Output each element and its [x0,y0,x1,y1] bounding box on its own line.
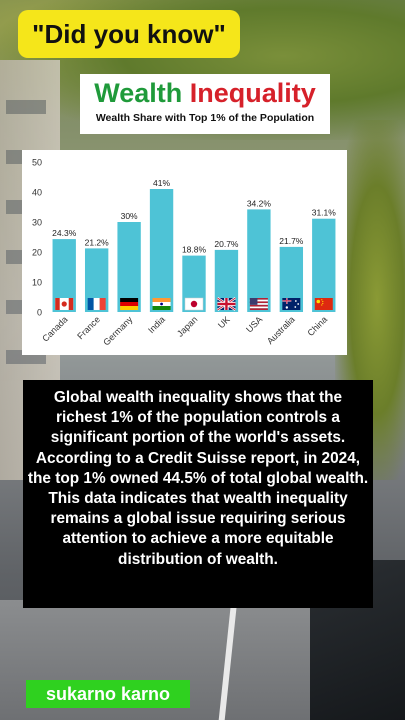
uk-flag-icon [216,297,237,311]
author-badge: sukarno karno [26,680,190,708]
bar [312,218,336,312]
australia-flag-icon [282,298,301,310]
bar [149,189,174,312]
bar [247,209,271,312]
y-tick-label: 0 [37,308,42,318]
description-paragraph: Global wealth inequality shows that the … [27,389,369,568]
title-word-wealth: Wealth [94,78,183,108]
category-tick-label: Germany [101,314,135,348]
category-tick-label: Australia [265,314,297,346]
chart-subtitle: Wealth Share with Top 1% of the Populati… [95,112,315,124]
category-tick-label: France [75,314,102,341]
author-name: sukarno karno [45,683,171,704]
data-label: 24.3% [52,228,77,238]
data-label: 21.7% [279,236,304,246]
data-label: 21.2% [85,237,110,247]
category-tick-label: UK [216,314,232,330]
india-flag-icon [152,298,171,310]
y-tick-label: 20 [32,248,42,258]
title-word-inequality: Inequality [189,78,316,108]
bar [117,222,141,312]
y-tick-label: 50 [32,158,42,168]
data-label: 41% [153,178,170,188]
description-panel: Global wealth inequality shows that the … [23,380,373,608]
category-tick-label: Japan [175,314,199,338]
did-you-know-badge: "Did you know" [18,10,240,58]
category-tick-label: Canada [40,314,69,343]
building-window [6,100,46,114]
y-tick-label: 10 [32,278,42,288]
bar [84,248,109,312]
category-tick-label: India [146,314,167,335]
data-label: 34.2% [247,198,272,208]
bar-chart: 0 10 20 30 40 50 24.3% Canada 21.2% France 30% Germ… [32,158,337,348]
category-tick-label: USA [244,314,264,334]
data-label: 20.7% [214,239,239,249]
japan-flag-icon [184,297,204,311]
category-tick-label: China [305,314,329,338]
bar [279,246,304,312]
germany-flag-icon [120,298,139,310]
title-card: Wealth Inequality Wealth Share with Top … [80,74,330,134]
y-tick-label: 40 [32,188,42,198]
data-label: 30% [121,211,138,221]
canada-flag-icon [55,298,74,310]
bar [52,239,76,312]
usa-flag-icon [249,298,268,310]
badge-text: "Did you know" [32,18,226,49]
data-label: 18.8% [182,245,207,255]
y-tick-label: 30 [32,218,42,228]
data-label: 31.1% [312,208,337,218]
page-title: Wealth Inequality [80,78,330,109]
france-flag-icon [87,298,106,310]
china-flag-icon [314,298,333,310]
bar [214,249,239,312]
chart-card: 0 10 20 30 40 50 24.3% Canada 21.2% France 30% Germ… [22,150,347,355]
